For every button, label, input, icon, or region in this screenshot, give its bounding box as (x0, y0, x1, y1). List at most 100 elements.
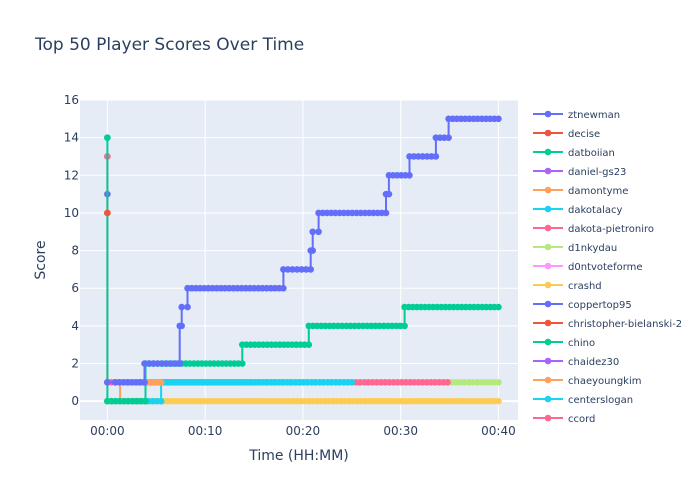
data-point[interactable] (104, 209, 111, 217)
data-point[interactable] (238, 360, 246, 367)
data-point[interactable] (445, 134, 452, 141)
y-tick-label: 4 (71, 319, 79, 333)
x-tick-label: 00:00 (90, 424, 125, 438)
legend-label: decise (568, 129, 600, 140)
legend-label: daniel-gs23 (568, 167, 626, 178)
legend-swatch-marker (544, 338, 552, 346)
legend-item-ccord[interactable]: ccord (533, 414, 595, 425)
legend-item-coppertop95[interactable]: coppertop95 (533, 300, 632, 311)
data-point[interactable] (178, 303, 185, 311)
legend-item-chaidez30[interactable]: chaidez30 (533, 357, 619, 368)
data-point[interactable] (176, 360, 184, 367)
legend-swatch-marker (544, 262, 552, 270)
legend-swatch-marker (544, 319, 552, 327)
x-tick-label: 00:10 (188, 424, 223, 438)
legend-item-chino[interactable]: chino (533, 338, 595, 349)
legend-item-datboiian[interactable]: datboiian (533, 148, 615, 159)
data-point[interactable] (495, 115, 502, 123)
data-point[interactable] (401, 322, 408, 330)
data-point[interactable] (309, 228, 316, 236)
data-point[interactable] (280, 266, 287, 273)
legend-item-damontyme[interactable]: damontyme (533, 186, 628, 197)
y-tick-label: 8 (71, 244, 79, 258)
legend-label: coppertop95 (568, 300, 632, 311)
y-tick-label: 10 (64, 206, 79, 220)
y-tick-label: 6 (71, 281, 79, 295)
data-point[interactable] (382, 209, 390, 217)
data-point[interactable] (406, 171, 413, 179)
data-point[interactable] (157, 397, 165, 405)
legend[interactable]: ztnewman decise datboiian daniel-gs23 damont… (533, 110, 682, 425)
series-decise[interactable] (104, 209, 111, 217)
data-point[interactable] (348, 379, 356, 386)
legend-item-d1nkydau[interactable]: d1nkydau (533, 243, 617, 254)
data-point[interactable] (184, 303, 191, 311)
legend-swatch-marker (544, 205, 552, 213)
legend-label: christopher-bielanski-2 (568, 319, 682, 330)
tick-labels: 0 2 4 6 8 10 12 14 16 00:00 00:10 00:20 00:30 00:40 (64, 93, 516, 438)
legend-swatch-marker (544, 243, 552, 251)
legend-label: centerslogan (568, 395, 633, 406)
series-layer (104, 115, 502, 405)
legend-item-chaeyoungkim[interactable]: chaeyoungkim (533, 376, 642, 387)
data-point[interactable] (495, 397, 502, 405)
legend-item-dakota-pietroniro[interactable]: dakota-pietroniro (533, 224, 654, 235)
data-point[interactable] (289, 266, 296, 273)
data-point[interactable] (307, 266, 315, 273)
y-tick-label: 2 (71, 357, 79, 371)
legend-swatch-marker (544, 395, 552, 403)
series-d1nkydau[interactable] (444, 379, 502, 386)
data-point[interactable] (280, 284, 287, 292)
data-point[interactable] (141, 379, 148, 386)
legend-item-christopher-bielanski-2[interactable]: christopher-bielanski-2 (533, 319, 682, 330)
legend-swatch-marker (544, 110, 552, 118)
x-tick-label: 00:30 (383, 424, 418, 438)
data-point[interactable] (315, 228, 322, 236)
legend-swatch-marker (544, 167, 552, 175)
y-axis-title: Score (33, 240, 49, 279)
y-tick-label: 0 (71, 394, 79, 408)
data-point[interactable] (305, 341, 313, 349)
data-point[interactable] (298, 266, 305, 273)
legend-label: ztnewman (568, 110, 620, 121)
legend-label: dakotalacy (568, 205, 622, 216)
y-tick-label: 14 (64, 131, 79, 145)
data-point[interactable] (309, 247, 316, 254)
data-point[interactable] (432, 153, 440, 160)
data-point[interactable] (495, 379, 502, 386)
data-point[interactable] (284, 266, 292, 273)
data-point[interactable] (293, 266, 301, 273)
data-point[interactable] (157, 379, 165, 386)
series-ztnewman[interactable] (104, 115, 502, 386)
legend-label: d1nkydau (568, 243, 617, 254)
legend-item-centerslogan[interactable]: centerslogan (533, 395, 633, 406)
legend-item-crashd[interactable]: crashd (533, 281, 602, 292)
x-tick-label: 00:20 (286, 424, 321, 438)
legend-swatch-marker (544, 148, 552, 156)
legend-label: chaeyoungkim (568, 376, 642, 387)
legend-swatch-marker (544, 414, 552, 422)
data-point[interactable] (142, 397, 149, 405)
legend-item-daniel-gs23[interactable]: daniel-gs23 (533, 167, 626, 178)
legend-item-decise[interactable]: decise (533, 129, 600, 140)
series-crashd[interactable] (104, 397, 502, 405)
legend-item-dakotalacy[interactable]: dakotalacy (533, 205, 622, 216)
data-point[interactable] (104, 379, 111, 386)
data-point[interactable] (178, 322, 185, 330)
legend-label: ccord (568, 414, 595, 425)
legend-label: d0ntvoteforme (568, 262, 643, 273)
legend-swatch-marker (544, 224, 552, 232)
data-point[interactable] (444, 379, 451, 386)
legend-item-d0ntvoteforme[interactable]: d0ntvoteforme (533, 262, 643, 273)
data-point[interactable] (385, 190, 393, 198)
x-tick-label: 00:40 (481, 424, 516, 438)
data-point[interactable] (302, 266, 310, 273)
legend-label: dakota-pietroniro (568, 224, 654, 235)
data-point[interactable] (495, 303, 502, 311)
data-point[interactable] (104, 134, 111, 141)
legend-item-ztnewman[interactable]: ztnewman (533, 110, 620, 121)
legend-swatch-marker (544, 376, 552, 384)
y-tick-label: 12 (64, 168, 79, 182)
y-tick-label: 16 (64, 93, 79, 107)
